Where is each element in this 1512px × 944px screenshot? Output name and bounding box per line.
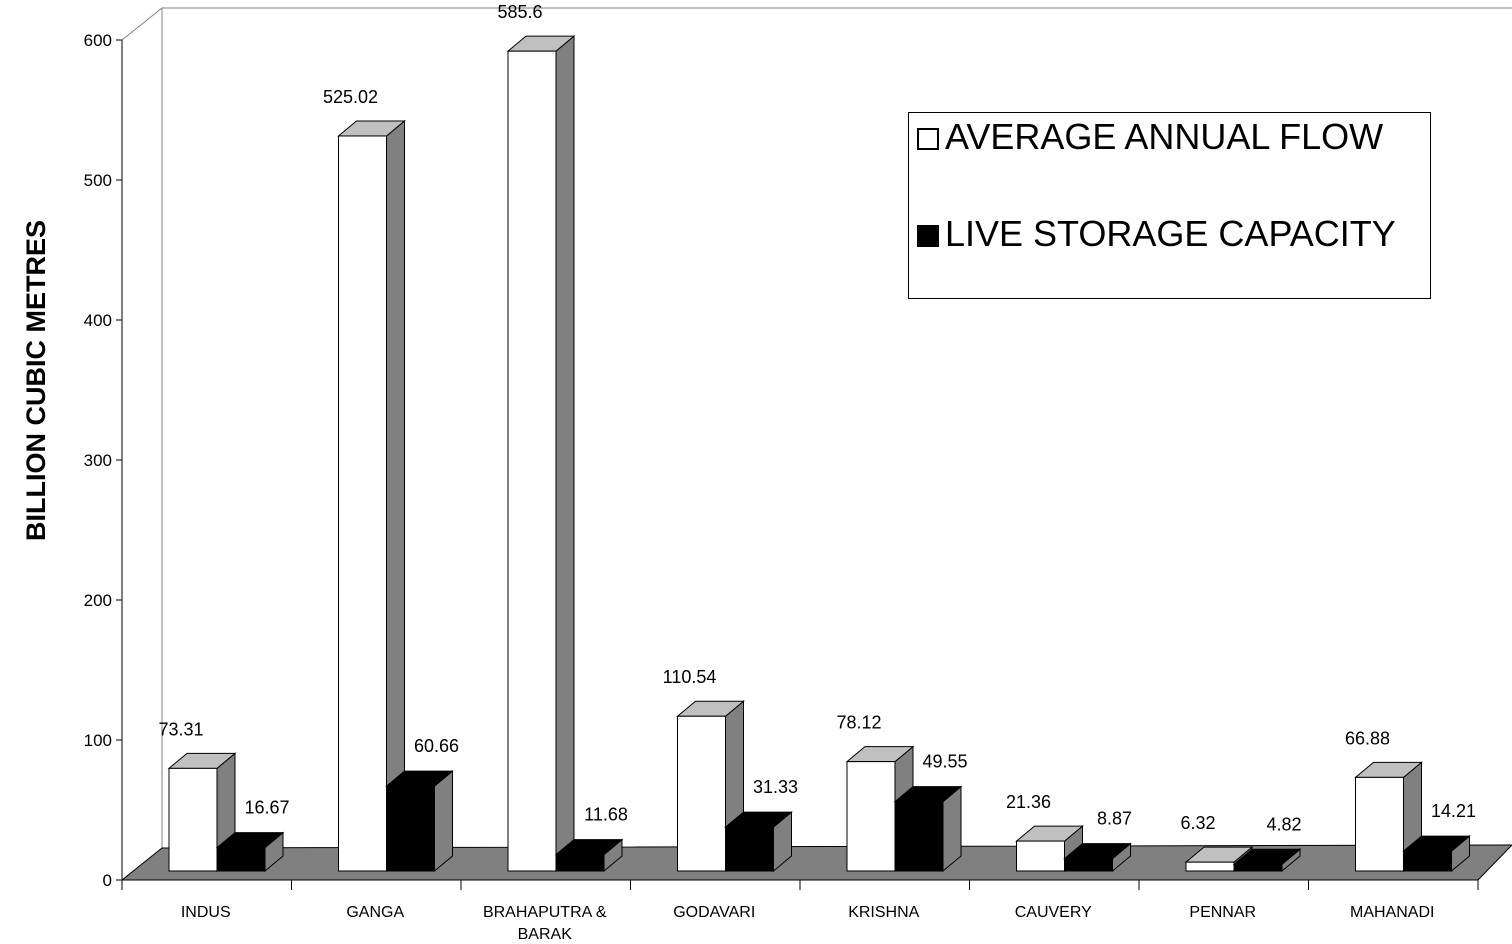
y-tick-label: 200 [84,591,112,610]
data-label-flow: 21.36 [1006,792,1051,812]
bar-front-face [1355,776,1404,872]
bar-storage [554,838,624,873]
x-tick-label: GODAVARI [673,904,755,921]
bar-front-face [894,801,944,872]
data-label-flow: 110.54 [663,667,717,687]
back-left-wall [121,6,163,880]
bar-side-face [434,770,453,873]
y-tick-label: 100 [84,731,112,750]
y-tick-label: 500 [84,171,112,190]
data-label-flow: 6.32 [1180,813,1215,833]
y-tick-label: 600 [84,31,112,50]
bar-flow [506,35,576,873]
x-tick-label: KRISHNA [848,904,919,921]
x-tick-label-line: CAUVERY [1015,904,1092,921]
data-label-flow: 73.31 [158,719,203,739]
data-label-storage: 8.87 [1097,809,1132,829]
bar-front-face [1064,858,1113,872]
bar-front-face [1016,840,1065,872]
legend-item-storage: LIVE STORAGE CAPACITY [917,216,1405,252]
bar-front-face [338,135,387,872]
bar-storage [215,831,285,873]
bar-front-face [507,50,557,872]
data-label-flow: 66.88 [1345,728,1390,748]
x-tick-label: BRAHAPUTRA & BARAK [483,904,607,943]
chart-floor [120,844,1512,881]
x-tick-label-line: GANGA [346,904,404,921]
x-tick-label-line: BRAHAPUTRA & [483,904,607,921]
data-label-storage: 11.68 [584,805,628,825]
data-label-storage: 60.66 [414,736,459,756]
bar-side-face [555,35,575,873]
y-axis: 0 100 200 300 400 500 600 [84,31,123,890]
x-tick-label: PENNAR [1189,904,1256,921]
x-tick-label: GANGA [346,904,404,921]
x-tick-label-line: KRISHNA [848,904,919,921]
bar-storage [893,785,963,873]
bar-storage [1402,835,1471,873]
bar-front-face [725,826,774,872]
x-tick-label-line: INDUS [181,904,231,921]
x-tick-label-line: GODAVARI [673,904,755,921]
legend-label-flow: AVERAGE ANNUAL FLOW [945,116,1384,157]
bar-front-face [555,854,605,872]
data-label-flow: 585.6 [497,2,542,22]
data-label-flow: 525.02 [323,87,378,107]
y-axis-title: BILLION CUBIC METRES [12,80,60,680]
data-label-storage: 14.21 [1431,801,1476,821]
bar-flow [1015,825,1084,873]
bar-storage [1063,842,1132,873]
y-tick-label: 400 [84,311,112,330]
bar-front-face [386,785,435,872]
data-label-storage: 4.82 [1266,814,1301,834]
bar-front-face [168,767,218,872]
bar-front-face [1185,861,1235,872]
bar-front-face [1403,850,1452,872]
bar-flow [1354,761,1423,873]
legend-swatch-storage [917,225,939,247]
legend-label-storage: LIVE STORAGE CAPACITY [945,213,1396,254]
x-tick-label: MAHANADI [1350,904,1434,921]
bar-flow [337,119,406,873]
bar-front-face [216,847,266,872]
bar-storage [1232,848,1302,873]
data-label-storage: 31.33 [753,777,798,797]
bar-front-face [677,715,726,872]
x-tick-label: CAUVERY [1015,904,1092,921]
floor-plane [120,844,1512,881]
bar-storage [385,770,454,873]
data-label-flow: 78.12 [836,713,881,733]
bar-front-face [1233,863,1283,872]
y-tick-label: 0 [103,871,112,890]
bar-storage [724,811,793,873]
y-axis-title-text: BILLION CUBIC METRES [20,219,51,541]
bar-side-face [386,119,405,873]
bars-group [167,35,1471,873]
legend-swatch-flow [917,128,939,150]
x-axis: INDUS GANGA BRAHAPUTRA & BARAK GODAVARI KRISH… [121,879,1479,943]
x-tick-label-line: MAHANADI [1350,904,1434,921]
legend-item-flow: AVERAGE ANNUAL FLOW [917,119,1405,155]
x-tick-label-line: BARAK [518,926,573,943]
x-tick-label-line: PENNAR [1189,904,1256,921]
x-tick-label: INDUS [181,904,231,921]
data-label-storage: 49.55 [922,752,967,772]
y-tick-label: 300 [84,451,112,470]
data-labels-group: 73.31 16.67 525.02 60.66 585.6 11.68 110.54 31.… [158,2,1476,834]
data-label-storage: 16.67 [244,798,289,818]
bar-front-face [846,761,896,872]
legend: AVERAGE ANNUAL FLOW LIVE STORAGE CAPACIT… [908,112,1431,299]
